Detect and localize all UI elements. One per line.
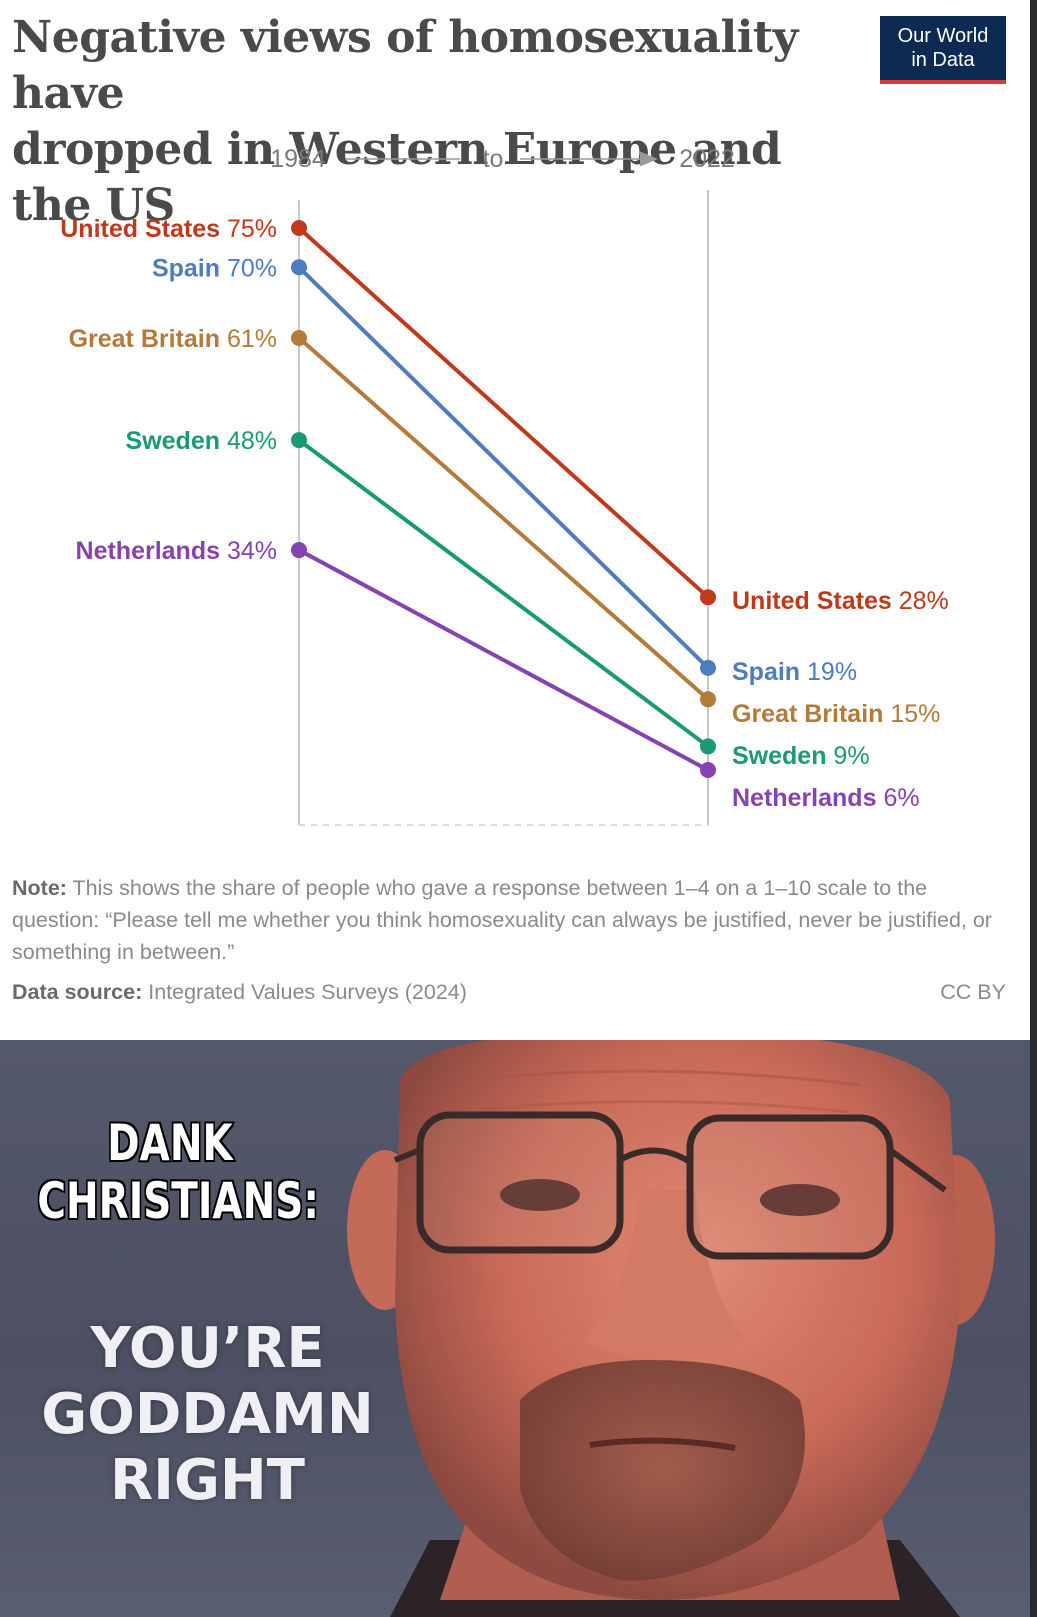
meme-top-line-1: DANK — [37, 1114, 302, 1172]
point-united-states-start — [291, 220, 307, 236]
label-netherlands-end: Netherlands 6% — [732, 784, 920, 812]
label-spain-start: Spain 70% — [152, 254, 277, 282]
source-text: Integrated Values Surveys (2024) — [142, 980, 467, 1004]
label-great-britain-end: Great Britain 15% — [732, 700, 940, 728]
chart-panel: Negative views of homosexuality have dro… — [0, 0, 1030, 1040]
label-value-sweden-start: 48% — [227, 427, 277, 455]
label-value-great-britain-end: 15% — [890, 700, 940, 728]
our-world-in-data-logo: Our World in Data — [880, 16, 1006, 84]
point-great-britain-end — [700, 691, 716, 707]
label-value-spain-end: 19% — [807, 658, 857, 686]
series-line-united-states — [299, 228, 708, 597]
title-line-1: Negative views of homosexuality have — [12, 10, 842, 122]
label-name-netherlands-start: Netherlands — [76, 537, 227, 565]
point-spain-start — [291, 259, 307, 275]
meme-top-caption: DANK CHRISTIANS: — [37, 1114, 302, 1230]
label-name-great-britain-start: Great Britain — [69, 325, 227, 353]
series-line-spain — [299, 267, 708, 668]
label-value-united-states-end: 28% — [899, 587, 949, 615]
label-spain-end: Spain 19% — [732, 658, 857, 686]
label-name-sweden-start: Sweden — [126, 427, 227, 455]
meme-top-line-2: CHRISTIANS: — [37, 1172, 302, 1230]
label-name-united-states-end: United States — [732, 587, 899, 615]
label-sweden-end: Sweden 9% — [732, 742, 870, 770]
series-line-great-britain — [299, 338, 708, 699]
license-label: CC BY — [940, 980, 1006, 1005]
label-netherlands-start: Netherlands 34% — [76, 537, 277, 565]
source-label: Data source: — [12, 980, 142, 1004]
meme-panel: DANK CHRISTIANS: YOU’RE GODDAMN RIGHT — [0, 1040, 1030, 1617]
series-layer: United States 75%United States 28%Spain … — [60, 215, 949, 812]
note-label: Note: — [12, 876, 67, 900]
data-source: Data source: Integrated Values Surveys (… — [12, 980, 467, 1005]
label-name-united-states-start: United States — [60, 215, 227, 243]
label-great-britain-start: Great Britain 61% — [69, 325, 277, 353]
label-sweden-start: Sweden 48% — [126, 427, 277, 455]
label-name-sweden-end: Sweden — [732, 742, 833, 770]
label-name-spain-end: Spain — [732, 658, 807, 686]
slope-chart: 1984 to 2022 United States 75%United Sta… — [0, 140, 1030, 860]
point-sweden-start — [291, 432, 307, 448]
logo-line-1: Our World — [880, 24, 1006, 48]
label-united-states-start: United States 75% — [60, 215, 277, 243]
logo-line-2: in Data — [880, 48, 1006, 72]
point-united-states-end — [700, 589, 716, 605]
point-great-britain-start — [291, 330, 307, 346]
label-name-spain-start: Spain — [152, 254, 227, 282]
series-line-netherlands — [299, 550, 708, 770]
label-value-netherlands-end: 6% — [883, 784, 919, 812]
glasses-left-lens — [420, 1115, 620, 1250]
point-netherlands-end — [700, 762, 716, 778]
x-connector-label: to — [483, 145, 504, 173]
point-spain-end — [700, 660, 716, 676]
label-value-spain-start: 70% — [227, 254, 277, 282]
glasses-right-lens — [690, 1118, 890, 1256]
label-name-netherlands-end: Netherlands — [732, 784, 883, 812]
meme-bottom-line-3: RIGHT — [0, 1448, 415, 1514]
series-line-sweden — [299, 440, 708, 746]
x-label-end: 2022 — [679, 145, 735, 173]
label-name-great-britain-end: Great Britain — [732, 700, 890, 728]
chart-note: Note: This shows the share of people who… — [12, 872, 1012, 968]
meme-bottom-caption: YOU’RE GODDAMN RIGHT — [0, 1316, 415, 1514]
point-sweden-end — [700, 738, 716, 754]
point-netherlands-start — [291, 542, 307, 558]
label-value-sweden-end: 9% — [833, 742, 869, 770]
meme-bottom-line-2: GODDAMN — [0, 1382, 415, 1448]
label-united-states-end: United States 28% — [732, 587, 949, 615]
label-value-great-britain-start: 61% — [227, 325, 277, 353]
label-value-united-states-start: 75% — [227, 215, 277, 243]
note-text: This shows the share of people who gave … — [12, 876, 992, 964]
meme-bottom-line-1: YOU’RE — [0, 1316, 415, 1382]
label-value-netherlands-start: 34% — [227, 537, 277, 565]
x-label-start: 1984 — [270, 145, 326, 173]
